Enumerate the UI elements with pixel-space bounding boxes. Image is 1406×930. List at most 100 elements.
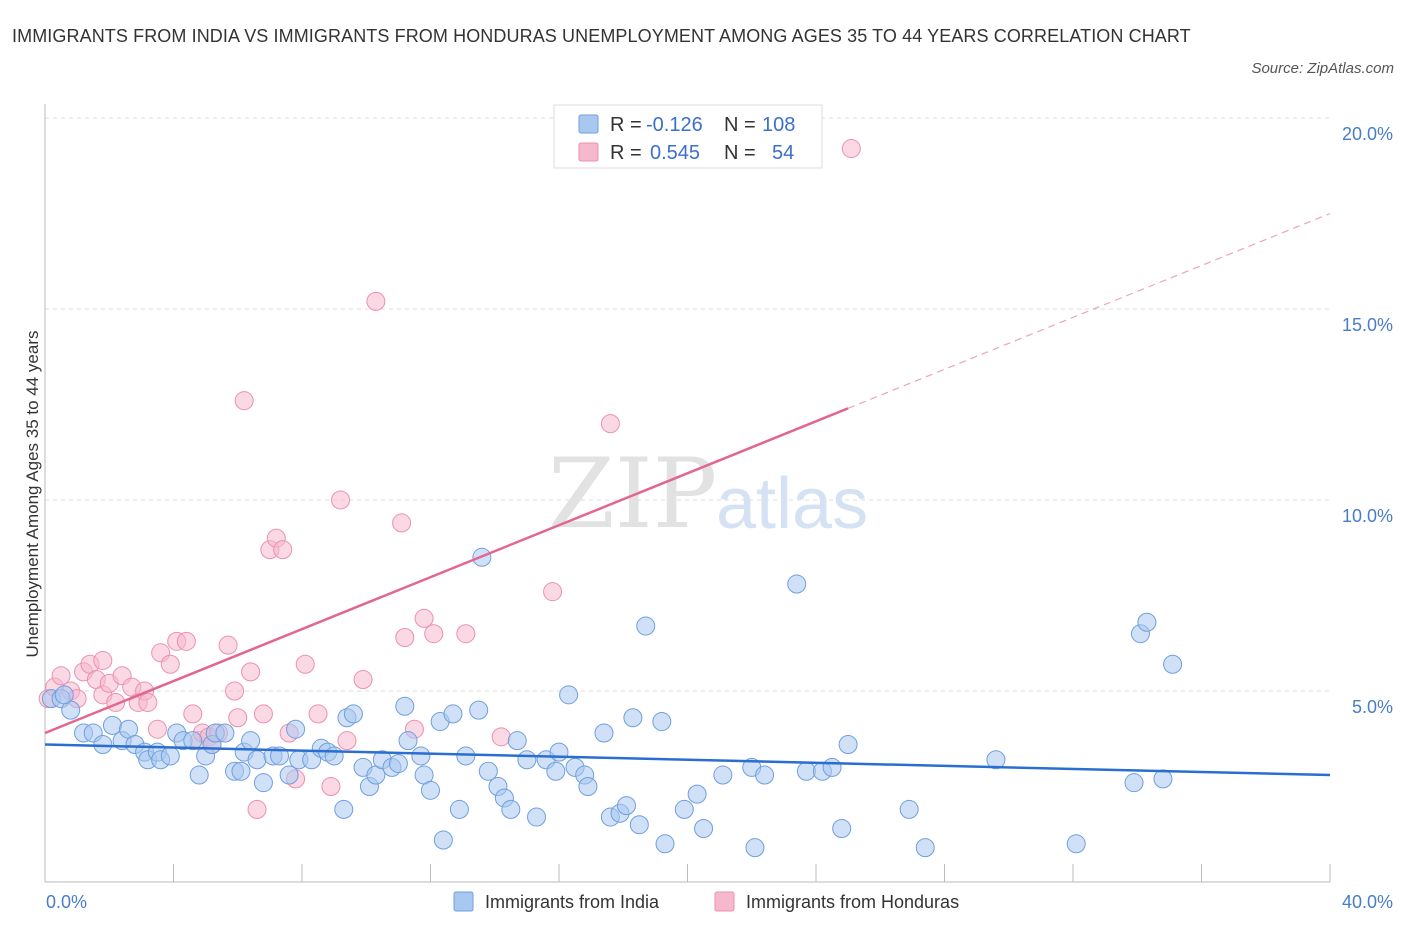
- india-point: [838, 734, 858, 754]
- honduras-point: [424, 624, 444, 644]
- india-point: [398, 731, 418, 751]
- india-point: [796, 761, 816, 781]
- india-point: [388, 754, 408, 774]
- india-point: [822, 757, 842, 777]
- india-point: [270, 746, 290, 766]
- honduras-point: [392, 513, 412, 533]
- x-tick-labels: 0.0% 40.0%: [46, 892, 1393, 912]
- stats-honduras-n-value: 54: [772, 142, 794, 164]
- india-point: [578, 777, 598, 796]
- india-point: [189, 765, 209, 785]
- y-tick-label: 15.0%: [1342, 315, 1393, 335]
- honduras-point: [321, 777, 341, 796]
- honduras-point: [247, 799, 267, 819]
- india-point: [694, 819, 714, 839]
- stats-india-swatch: [578, 114, 599, 134]
- legend-india-label: Immigrants from India: [485, 892, 660, 912]
- honduras-point: [295, 654, 315, 674]
- honduras-point: [253, 704, 273, 724]
- honduras-point: [331, 490, 351, 510]
- india-point: [231, 761, 251, 781]
- stats-honduras-swatch: [578, 142, 599, 162]
- india-point: [478, 761, 498, 781]
- india-point: [629, 815, 649, 835]
- honduras-point: [218, 635, 238, 655]
- india-point: [334, 799, 354, 819]
- india-point: [527, 807, 547, 827]
- stats-india-n-label: N =: [724, 114, 756, 136]
- honduras-point: [147, 719, 167, 739]
- india-point: [286, 719, 306, 739]
- india-point: [687, 784, 707, 804]
- honduras-point: [600, 414, 620, 434]
- honduras-point: [138, 692, 158, 712]
- india-point: [787, 574, 807, 594]
- axes: [44, 104, 1331, 883]
- india-point: [421, 780, 440, 800]
- india-point: [546, 761, 566, 781]
- honduras-point: [366, 291, 386, 311]
- india-point: [755, 765, 775, 785]
- honduras-point: [308, 704, 328, 724]
- india-point: [449, 799, 469, 819]
- x-tick-label: 0.0%: [46, 892, 87, 912]
- watermark-atlas: atlas: [716, 464, 868, 544]
- honduras-point: [456, 624, 476, 644]
- honduras-point: [337, 731, 357, 751]
- india-point: [279, 765, 299, 785]
- honduras-point: [841, 139, 861, 159]
- india-point: [986, 750, 1006, 770]
- india-point: [507, 731, 527, 751]
- india-point: [1163, 654, 1183, 674]
- y-axis-title: Unemployment Among Ages 35 to 44 years: [23, 331, 42, 658]
- india-point: [623, 708, 643, 728]
- india-point: [899, 799, 919, 819]
- honduras-point: [273, 540, 293, 560]
- honduras-point: [353, 670, 373, 690]
- india-point: [1124, 773, 1144, 793]
- legend-honduras-label: Immigrants from Honduras: [746, 892, 959, 912]
- stats-india-r-value: -0.126: [646, 114, 703, 136]
- india-point: [655, 834, 675, 854]
- india-point: [616, 796, 636, 816]
- india-trend-line: [44, 743, 1331, 777]
- stats-box-frame: [553, 104, 823, 169]
- india-point: [517, 750, 537, 770]
- india-point: [395, 696, 415, 716]
- legend: Immigrants from India Immigrants from Ho…: [453, 891, 959, 912]
- india-point: [160, 746, 180, 766]
- india-point: [674, 799, 694, 819]
- india-point: [241, 731, 261, 751]
- honduras-point: [491, 727, 511, 747]
- honduras-trend-line: [44, 407, 849, 735]
- y-tick-label: 5.0%: [1352, 697, 1393, 717]
- legend-honduras-swatch: [714, 891, 735, 912]
- india-point: [501, 799, 521, 819]
- honduras-point: [395, 628, 415, 648]
- stats-box: R = -0.126 N = 108 R = 0.545 N = 54: [553, 104, 823, 169]
- india-point: [713, 765, 733, 785]
- india-point: [469, 700, 489, 720]
- honduras-point: [228, 708, 248, 728]
- india-point: [343, 704, 363, 724]
- india-point: [652, 712, 672, 732]
- honduras-point: [225, 681, 245, 701]
- india-point: [247, 750, 267, 770]
- stats-honduras-r-value: 0.545: [650, 142, 700, 164]
- india-point: [594, 723, 614, 743]
- india-point: [1153, 769, 1173, 789]
- chart-title: IMMIGRANTS FROM INDIA VS IMMIGRANTS FROM…: [12, 26, 1191, 46]
- india-point: [1066, 834, 1086, 854]
- honduras-point: [414, 608, 434, 628]
- stats-india-n-value: 108: [762, 114, 795, 136]
- x-tick-label: 40.0%: [1342, 892, 1393, 912]
- india-point: [183, 731, 203, 751]
- y-tick-label: 20.0%: [1342, 124, 1393, 144]
- y-tick-labels: 5.0% 10.0% 15.0% 20.0%: [1342, 124, 1393, 717]
- india-point: [456, 746, 476, 766]
- india-point: [433, 830, 453, 850]
- india-point: [215, 723, 235, 743]
- india-point: [915, 838, 935, 858]
- honduras-point: [543, 582, 563, 602]
- india-point: [549, 742, 569, 762]
